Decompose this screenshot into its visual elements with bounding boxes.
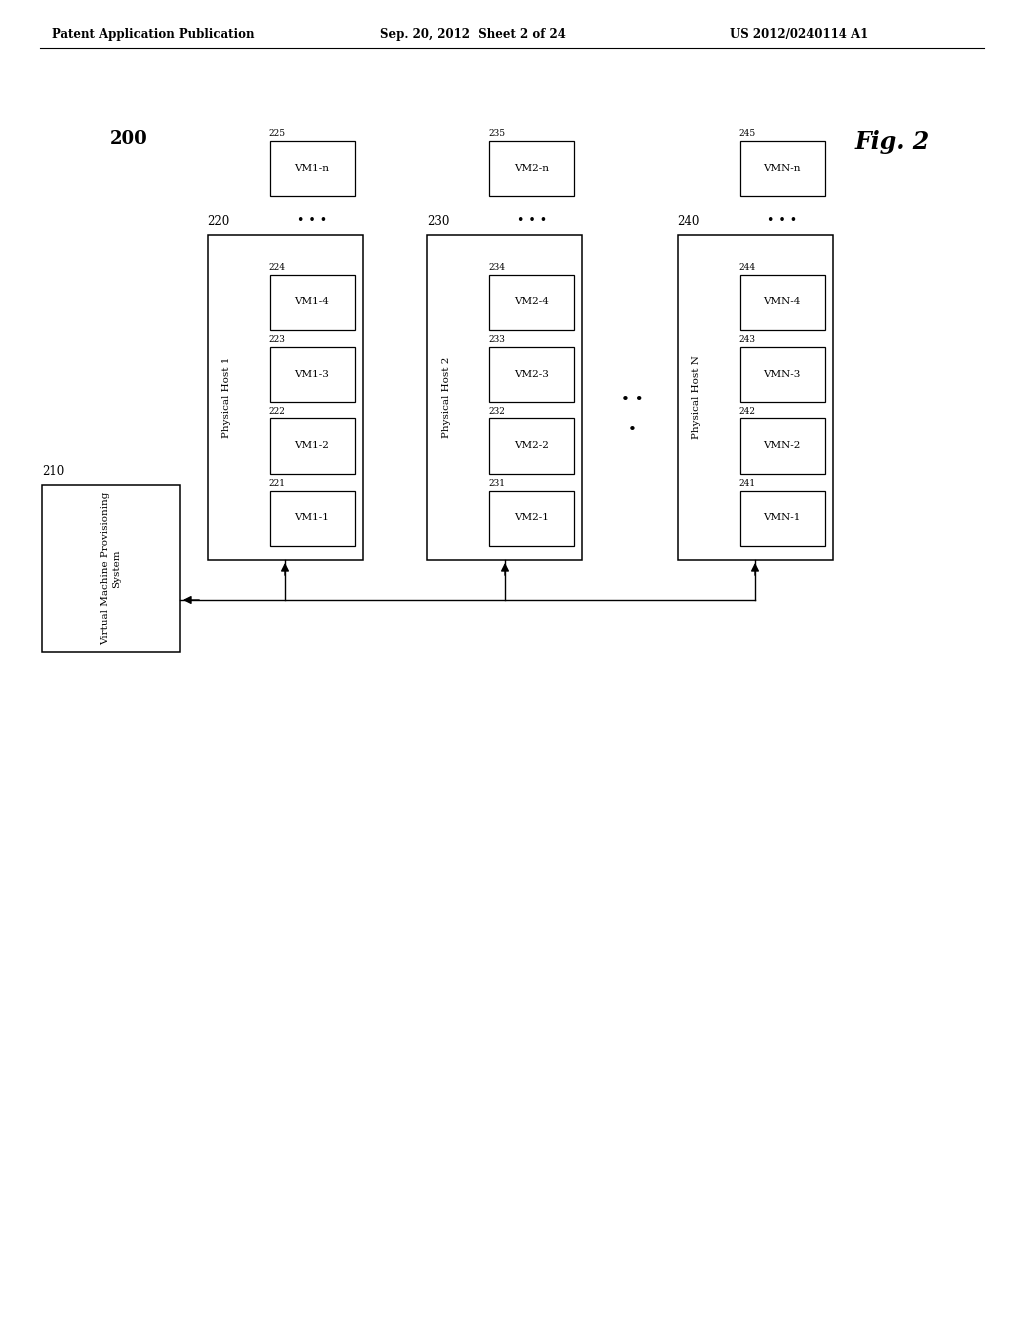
Text: 233: 233 [488,334,506,343]
Text: VMN-n: VMN-n [763,164,801,173]
Text: VM1-n: VM1-n [295,164,330,173]
Text: VM1-4: VM1-4 [295,297,330,306]
Text: VM1-1: VM1-1 [295,513,330,523]
Text: VMN-4: VMN-4 [763,297,801,306]
Text: 224: 224 [268,263,286,272]
Text: 210: 210 [42,465,65,478]
Text: 231: 231 [488,479,506,487]
Text: VM2-3: VM2-3 [515,370,550,379]
Bar [678,235,833,560]
Bar [427,235,583,560]
Text: VMN-1: VMN-1 [763,513,801,523]
Text: 234: 234 [488,263,506,272]
Text: 241: 241 [738,479,756,487]
Text: 243: 243 [738,334,756,343]
Text: 221: 221 [268,479,286,487]
Bar [269,491,354,545]
Text: 240: 240 [678,215,699,228]
Text: 235: 235 [488,128,506,137]
Bar [42,484,180,652]
Text: Physical Host 2: Physical Host 2 [442,356,451,438]
Bar [489,418,574,474]
Bar [489,140,574,195]
Text: VM2-4: VM2-4 [515,297,550,306]
Bar [489,491,574,545]
Text: Virtual Machine Provisioning
System: Virtual Machine Provisioning System [101,492,121,645]
Text: US 2012/0240114 A1: US 2012/0240114 A1 [730,28,868,41]
Bar [489,275,574,330]
Text: VM1-3: VM1-3 [295,370,330,379]
Text: • • •: • • • [767,214,797,227]
Bar [269,140,354,195]
Text: • • •: • • • [297,214,327,227]
Bar [208,235,362,560]
Text: 242: 242 [738,407,756,416]
Text: 230: 230 [427,215,450,228]
Text: VM2-2: VM2-2 [515,441,550,450]
Text: Physical Host 1: Physical Host 1 [222,356,231,438]
Text: • • •: • • • [517,214,547,227]
Text: Physical Host N: Physical Host N [692,355,701,440]
Text: •: • [628,422,637,437]
Bar [489,346,574,401]
Text: Patent Application Publication: Patent Application Publication [52,28,255,41]
Text: 244: 244 [738,263,756,272]
Bar [739,491,824,545]
Bar [739,275,824,330]
Bar [739,140,824,195]
Bar [739,418,824,474]
Text: 245: 245 [738,128,756,137]
Text: 225: 225 [268,128,286,137]
Text: Sep. 20, 2012  Sheet 2 of 24: Sep. 20, 2012 Sheet 2 of 24 [380,28,566,41]
Text: 220: 220 [208,215,229,228]
Bar [269,275,354,330]
Text: Fig. 2: Fig. 2 [855,129,930,154]
Bar [269,346,354,401]
Bar [269,418,354,474]
Text: VM2-n: VM2-n [514,164,550,173]
Text: VMN-2: VMN-2 [763,441,801,450]
Text: • •: • • [621,393,643,407]
Text: VM1-2: VM1-2 [295,441,330,450]
Bar [739,346,824,401]
Text: 200: 200 [110,129,147,148]
Text: VMN-3: VMN-3 [763,370,801,379]
Text: 232: 232 [488,407,506,416]
Text: VM2-1: VM2-1 [515,513,550,523]
Text: 222: 222 [268,407,286,416]
Text: 223: 223 [268,334,286,343]
